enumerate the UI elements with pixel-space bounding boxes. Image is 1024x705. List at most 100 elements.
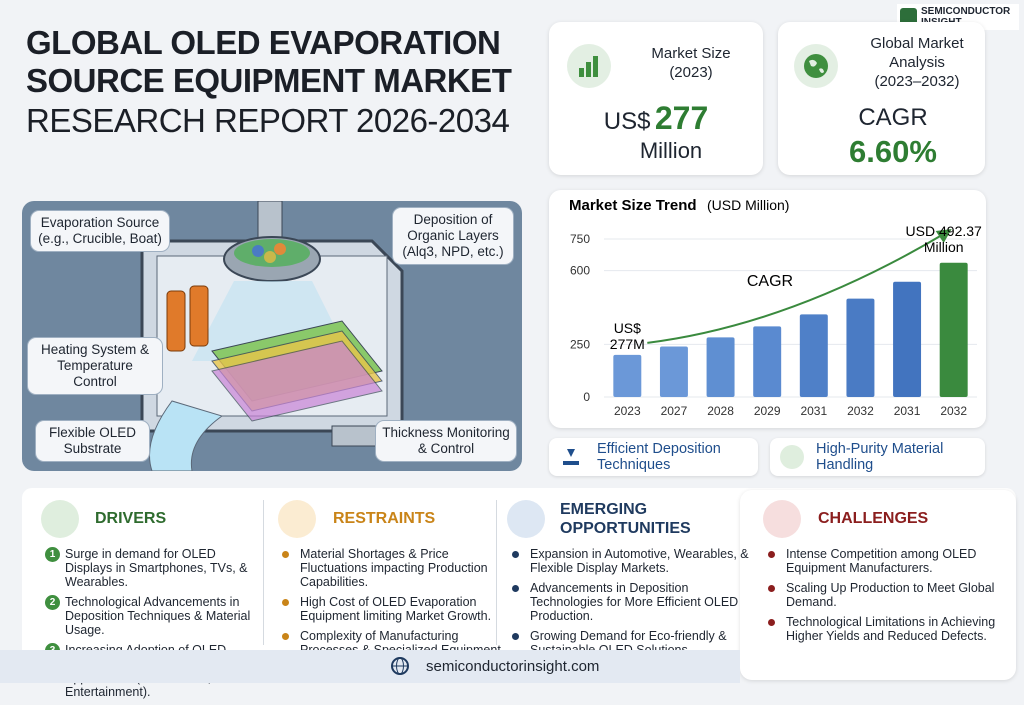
list-item: Scaling Up Production to Meet Global Dem… [766,581,996,609]
restraints-list: Material Shortages & Price Fluctuations … [280,547,510,663]
x-tick-label: 2032 [940,404,967,418]
annotation: Million [924,239,964,255]
divider [263,500,264,645]
annotation: CAGR [747,273,793,290]
list-item: High Cost of OLED Evaporation Equipment … [280,595,510,623]
bullet [768,551,775,558]
footer: semiconductorinsight.com [0,650,740,683]
bullet [282,633,289,640]
y-tick-label: 0 [583,390,590,404]
title-line: RESEARCH REPORT 2026-2034 [26,102,510,139]
bar [939,262,968,397]
item-text: Scaling Up Production to Meet Global Dem… [786,581,995,609]
label-line: Market Size [651,45,731,62]
globe-icon [391,657,409,675]
item-text: Technological Advancements in Deposition… [65,595,251,637]
bar [659,346,688,397]
bar [706,337,735,397]
list-item: Material Shortages & Price Fluctuations … [280,547,510,589]
website[interactable]: semiconductorinsight.com [426,658,600,675]
label-line: Deposition of [413,212,493,227]
chart: Market Size Trend (USD Million) 0 250 600 7… [569,197,982,418]
item-text: Material Shortages & Price Fluctuations … [300,547,488,589]
x-tick-label: 2029 [754,404,781,418]
section-title: RESTRAINTS [333,510,436,527]
feature-icon [780,445,804,469]
title-line: OPPORTUNITIES [560,520,691,537]
list-item: Technological Limitations in Achieving H… [766,615,996,643]
x-tick-label: 2031 [800,404,827,418]
item-number: 2 [45,595,60,610]
icon-graphic [579,56,598,77]
card-label: Market Size (2023) [631,44,751,82]
list-item: Intense Competition among OLED Equipment… [766,547,996,575]
list-item: 2 Technological Advancements in Depositio… [45,595,257,637]
label-line: (2023) [669,64,713,81]
value: 6.60% [849,134,937,169]
label-line: (Alq3, NPD, etc.) [402,244,504,259]
bullet [768,585,775,592]
bullet [512,551,519,558]
item-text: Technological Limitations in Achieving H… [786,615,996,643]
y-tick-label: 600 [570,264,590,278]
x-tick-label: 2023 [614,404,641,418]
chart-title: Market Size Trend [569,197,697,214]
title-line: SOURCE EQUIPMENT MARKET [26,62,512,99]
list-item: Expansion in Automotive, Wearables, & Fl… [510,547,750,575]
diagram-label: Flexible OLED Substrate [35,420,150,462]
metric: CAGR [858,104,928,131]
feature: High-Purity Material Handling [770,438,985,476]
opportunities-icon [507,500,545,538]
brand-line: SEMICONDUCTOR [921,6,1011,17]
section-title: CHALLENGES [818,510,929,527]
card-label: Global Market Analysis (2023–2032) [852,34,982,91]
list-item: 1 Surge in demand for OLED Displays in Sm… [45,547,257,589]
arrow-head [935,229,952,243]
x-tick-label: 2032 [847,404,874,418]
card-value: US$ 277 [549,100,763,137]
list-item: Advancements in Deposition Technologies … [510,581,750,623]
label-line: Substrate [63,441,122,456]
item-text: Advancements in Deposition Technologies … [530,581,739,623]
page: SEMICONDUCTOR INSIGHT GLOBAL OLED EVAPOR… [0,4,1019,699]
bar [846,298,875,397]
item-text: Surge in demand for OLED Displays in Sma… [65,547,248,589]
currency: US$ [603,108,651,135]
bar [753,326,782,397]
label-line: Thickness Monitoring [382,425,510,440]
label-line: (e.g., Crucible, Boat) [38,231,162,246]
value: 277 [654,100,709,136]
market-size-card: Market Size (2023) US$ 277 Million [549,22,763,175]
divider [496,500,497,645]
feature-text: Efficient Deposition Techniques [597,441,721,473]
item-text: High Cost of OLED Evaporation Equipment … [300,595,492,623]
x-tick-label: 2027 [661,404,688,418]
chart-subtitle: (USD Million) [707,197,789,213]
label-line: Analysis [889,54,945,71]
annotation: US$ [614,320,641,336]
label-line: Organic Layers [407,228,499,243]
bullet [512,633,519,640]
diagram-graphic [140,201,404,471]
label-line: Heating System & [40,342,150,357]
trend-arrow [647,233,945,344]
item-text: Expansion in Automotive, Wearables, & Fl… [530,547,749,575]
item-number: 1 [45,547,60,562]
diagram-label: Heating System & Temperature Control [27,337,163,395]
annotation: USD 492.37 [906,223,982,239]
drivers-icon [41,500,79,538]
diagram-label: Deposition of Organic Layers (Alq3, NPD, e… [392,207,514,265]
bullet [512,585,519,592]
brand-logo [900,8,917,25]
label-line: Evaporation Source [40,215,160,230]
bullet [768,619,775,626]
analysis-card: Global Market Analysis (2023–2032) CAGR … [778,22,985,175]
feature-text: High-Purity Material Handling [816,441,944,473]
label-line: Temperature Control [57,358,133,389]
title-line: EMERGING [560,501,648,518]
title-line: GLOBAL OLED EVAPORATION [26,24,501,61]
challenges-icon [763,500,801,538]
y-tick-label: 750 [570,232,590,246]
diagram-label: Evaporation Source (e.g., Crucible, Boat) [30,210,170,252]
opportunities-list: Expansion in Automotive, Wearables, & Fl… [510,547,750,663]
